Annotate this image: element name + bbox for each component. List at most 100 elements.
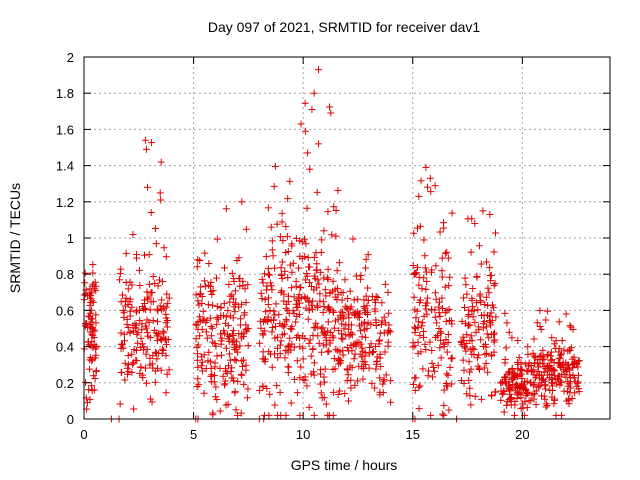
data-point xyxy=(332,207,340,215)
data-point xyxy=(273,220,281,228)
data-point xyxy=(271,322,279,330)
data-point xyxy=(287,346,295,354)
data-point xyxy=(477,336,485,344)
data-point xyxy=(434,361,442,369)
data-point xyxy=(569,364,577,372)
data-point xyxy=(88,315,96,323)
data-point xyxy=(448,209,456,217)
data-point xyxy=(439,410,447,418)
data-point xyxy=(417,348,425,356)
data-point xyxy=(234,348,242,356)
data-point xyxy=(435,298,443,306)
data-point xyxy=(308,305,316,313)
data-point xyxy=(301,127,309,135)
data-point xyxy=(298,255,306,263)
data-point xyxy=(301,373,309,381)
data-point xyxy=(228,291,236,299)
data-point xyxy=(440,401,448,409)
data-point xyxy=(329,388,337,396)
data-point xyxy=(224,307,232,315)
data-point xyxy=(409,262,417,270)
grid-layer xyxy=(84,57,610,419)
data-point xyxy=(141,299,149,307)
data-point xyxy=(324,318,332,326)
data-point xyxy=(514,372,522,380)
data-point xyxy=(193,343,201,351)
data-point xyxy=(133,250,141,258)
data-point xyxy=(277,288,285,296)
data-point xyxy=(266,307,274,315)
data-point xyxy=(416,382,424,390)
data-point xyxy=(372,365,380,373)
data-point xyxy=(310,411,318,419)
data-point xyxy=(262,308,270,316)
data-point xyxy=(128,303,136,311)
data-point xyxy=(426,338,434,346)
data-point xyxy=(207,332,215,340)
data-point xyxy=(326,337,334,345)
data-point xyxy=(328,231,336,239)
data-point xyxy=(462,344,470,352)
data-point xyxy=(142,324,150,332)
data-point xyxy=(335,360,343,368)
data-point xyxy=(446,363,454,371)
data-point xyxy=(225,337,233,345)
data-point xyxy=(236,342,244,350)
data-point xyxy=(142,364,150,372)
data-point xyxy=(229,295,237,303)
data-point xyxy=(268,246,276,254)
data-point xyxy=(423,277,431,285)
data-point xyxy=(233,411,241,419)
data-point xyxy=(385,309,393,317)
data-point xyxy=(562,373,570,381)
data-point xyxy=(541,395,549,403)
data-point xyxy=(268,328,276,336)
data-point xyxy=(317,268,325,276)
data-point xyxy=(92,351,100,359)
data-point xyxy=(223,369,231,377)
data-point xyxy=(459,356,467,364)
data-point xyxy=(550,340,558,348)
data-point xyxy=(312,249,320,257)
data-point xyxy=(532,387,540,395)
data-point xyxy=(132,321,140,329)
data-point xyxy=(372,298,380,306)
data-point xyxy=(412,314,420,322)
data-point xyxy=(347,384,355,392)
data-point xyxy=(297,294,305,302)
data-point xyxy=(148,398,156,406)
data-point xyxy=(138,326,146,334)
data-point xyxy=(284,306,292,314)
data-point xyxy=(480,318,488,326)
y-tick-label: 0.8 xyxy=(56,267,74,282)
data-point xyxy=(228,364,236,372)
data-point xyxy=(461,274,469,282)
data-point xyxy=(150,326,158,334)
data-point xyxy=(428,268,436,276)
points-layer xyxy=(80,66,583,423)
data-point xyxy=(238,198,246,206)
data-point xyxy=(157,196,165,204)
data-point xyxy=(356,310,364,318)
data-point xyxy=(436,344,444,352)
data-point xyxy=(124,324,132,332)
data-point xyxy=(162,319,170,327)
data-point xyxy=(306,165,314,173)
data-point xyxy=(445,406,453,414)
data-point xyxy=(341,276,349,284)
data-point xyxy=(230,303,238,311)
data-point xyxy=(278,258,286,266)
data-point xyxy=(120,309,128,317)
data-point xyxy=(419,365,427,373)
data-point xyxy=(237,315,245,323)
data-point xyxy=(84,312,92,320)
data-point xyxy=(420,327,428,335)
data-point xyxy=(338,296,346,304)
data-point xyxy=(438,294,446,302)
data-point xyxy=(475,351,483,359)
data-point xyxy=(193,356,201,364)
data-point xyxy=(259,279,267,287)
data-point xyxy=(338,320,346,328)
data-point xyxy=(268,363,276,371)
data-point xyxy=(132,308,140,316)
